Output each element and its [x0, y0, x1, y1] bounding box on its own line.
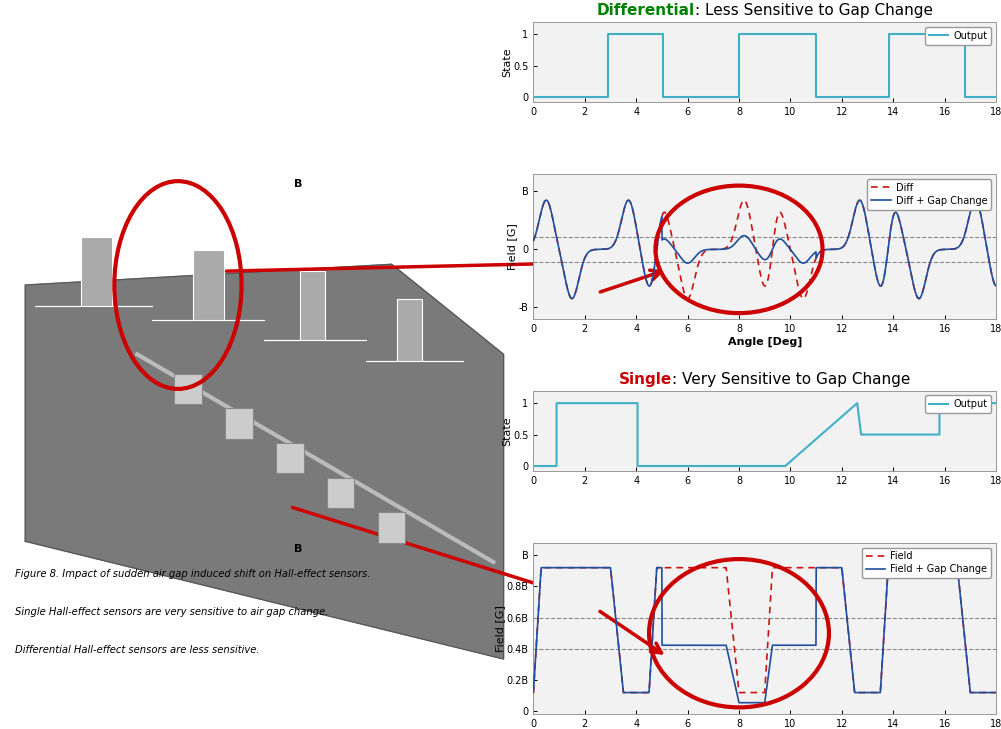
Field	[892, 564, 904, 572]
Y-axis label: Field [G]: Field [G]	[508, 223, 518, 270]
Diff + Gap Change	[913, 295, 925, 303]
Legend: Field, Field + Gap Change: Field, Field + Gap Change	[862, 547, 991, 578]
Text: B: B	[293, 544, 302, 553]
Polygon shape	[152, 251, 264, 320]
Legend: Output: Output	[925, 27, 991, 44]
Diff + Gap Change	[892, 211, 904, 219]
Field	[753, 688, 765, 697]
Diff	[753, 260, 765, 269]
Line: Field: Field	[534, 568, 996, 693]
Diff + Gap Change	[753, 249, 765, 258]
Field + Gap Change	[528, 688, 540, 697]
Text: : Very Sensitive to Gap Change: : Very Sensitive to Gap Change	[672, 372, 911, 387]
Field + Gap Change	[552, 564, 564, 572]
Polygon shape	[366, 299, 462, 362]
Line: Diff + Gap Change: Diff + Gap Change	[534, 200, 996, 299]
Field	[536, 564, 548, 572]
Text: : Less Sensitive to Gap Change: : Less Sensitive to Gap Change	[695, 3, 933, 18]
Diff + Gap Change	[741, 232, 753, 241]
Text: B: B	[293, 179, 302, 189]
Diff	[977, 222, 989, 231]
Field + Gap Change	[753, 698, 765, 707]
Field + Gap Change	[733, 698, 745, 707]
Field + Gap Change	[536, 564, 548, 572]
Line: Field + Gap Change: Field + Gap Change	[534, 568, 996, 703]
FancyBboxPatch shape	[174, 374, 202, 404]
Text: Single: Single	[619, 372, 672, 387]
Field	[528, 688, 540, 697]
FancyBboxPatch shape	[327, 477, 354, 508]
Diff	[913, 295, 925, 303]
Diff + Gap Change	[977, 222, 989, 231]
Y-axis label: State: State	[502, 47, 512, 77]
Diff	[741, 198, 753, 207]
Field	[977, 688, 989, 697]
Field	[977, 688, 989, 697]
Diff	[552, 236, 564, 245]
Y-axis label: State: State	[502, 416, 512, 445]
Diff	[892, 211, 904, 219]
Diff + Gap Change	[990, 281, 1001, 290]
Diff	[528, 236, 540, 245]
Diff + Gap Change	[541, 196, 553, 205]
Diff + Gap Change	[977, 221, 989, 230]
Field + Gap Change	[892, 564, 904, 572]
Text: Figure 8. Impact of sudden air gap induced shift on Hall-effect sensors.: Figure 8. Impact of sudden air gap induc…	[15, 569, 370, 579]
FancyBboxPatch shape	[225, 408, 252, 439]
Diff	[977, 221, 989, 230]
Text: Differential Hall-effect sensors are less sensitive.: Differential Hall-effect sensors are les…	[15, 645, 259, 655]
Legend: Diff, Diff + Gap Change: Diff, Diff + Gap Change	[868, 179, 991, 209]
FancyBboxPatch shape	[378, 512, 405, 542]
Legend: Output: Output	[925, 395, 991, 413]
Diff	[541, 196, 553, 205]
Field	[741, 688, 753, 697]
Diff + Gap Change	[552, 236, 564, 245]
Field	[990, 688, 1001, 697]
Polygon shape	[25, 265, 504, 659]
Polygon shape	[35, 237, 152, 306]
Text: Single Hall-effect sensors are very sensitive to air gap change.: Single Hall-effect sensors are very sens…	[15, 607, 328, 617]
Field	[552, 564, 564, 572]
Line: Diff: Diff	[534, 200, 996, 299]
Field + Gap Change	[741, 698, 753, 707]
Diff + Gap Change	[528, 236, 540, 245]
Field + Gap Change	[977, 688, 989, 697]
Polygon shape	[264, 271, 366, 340]
Diff	[990, 281, 1001, 290]
Text: Differential: Differential	[597, 3, 695, 18]
Field + Gap Change	[977, 688, 989, 697]
Field + Gap Change	[990, 688, 1001, 697]
FancyBboxPatch shape	[276, 443, 303, 473]
Y-axis label: Field [G]: Field [G]	[495, 605, 506, 652]
X-axis label: Angle [Deg]: Angle [Deg]	[728, 337, 802, 347]
